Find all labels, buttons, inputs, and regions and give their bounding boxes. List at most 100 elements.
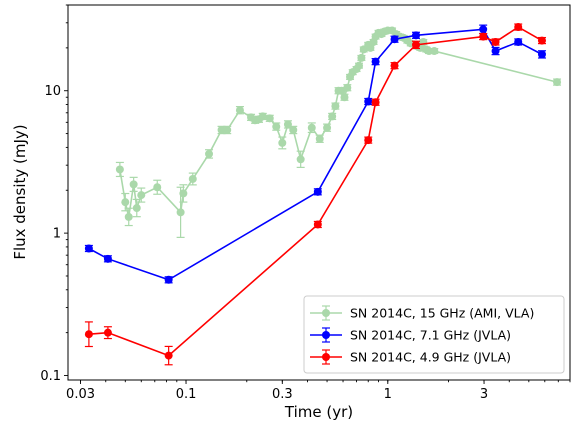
- series-1: [115, 26, 562, 238]
- data-point: [430, 47, 439, 56]
- data-point: [258, 112, 267, 121]
- data-point: [313, 187, 322, 196]
- data-point: [343, 83, 352, 92]
- data-point: [352, 65, 361, 74]
- data-point: [390, 35, 399, 44]
- data-point: [369, 37, 378, 46]
- data-point: [164, 275, 173, 284]
- data-point: [348, 68, 357, 77]
- data-point: [124, 212, 133, 221]
- data-point: [371, 98, 380, 107]
- data-point: [331, 102, 340, 111]
- legend-dot: [322, 331, 330, 339]
- data-point: [537, 50, 546, 59]
- data-point: [514, 23, 523, 32]
- data-point: [315, 134, 324, 143]
- data-point: [121, 198, 130, 207]
- data-point: [251, 116, 260, 125]
- data-point: [205, 149, 214, 158]
- data-point: [283, 120, 292, 129]
- data-point: [364, 97, 373, 106]
- data-point: [412, 40, 421, 49]
- data-point: [383, 26, 392, 35]
- data-point: [366, 43, 375, 52]
- data-point: [371, 57, 380, 66]
- data-point: [223, 125, 232, 134]
- data-point: [176, 208, 185, 217]
- data-point: [422, 45, 431, 54]
- data-point: [340, 93, 349, 102]
- data-point: [103, 254, 112, 263]
- data-point: [179, 189, 188, 198]
- data-point: [403, 36, 412, 45]
- data-point: [235, 106, 244, 115]
- data-point: [84, 244, 93, 253]
- plot-area: [84, 23, 562, 366]
- data-point: [371, 32, 380, 41]
- data-point: [188, 174, 197, 183]
- data-point: [359, 45, 368, 54]
- data-point: [323, 123, 332, 132]
- data-point: [479, 32, 488, 41]
- legend-dot: [322, 353, 330, 361]
- data-point: [84, 330, 93, 339]
- legend-marker: [310, 327, 342, 343]
- legend-marker: [310, 305, 342, 321]
- x-tick-label: 0.1: [176, 387, 197, 402]
- data-point: [129, 180, 138, 189]
- data-point: [103, 328, 112, 337]
- x-axis: 0.03 0.1 0.3 1 3: [66, 380, 571, 402]
- data-point: [355, 61, 364, 70]
- data-point: [424, 47, 433, 56]
- data-point: [115, 165, 124, 174]
- data-point: [380, 27, 389, 36]
- data-point: [289, 125, 298, 134]
- data-point: [272, 122, 281, 131]
- data-point: [296, 155, 305, 164]
- legend-marker: [310, 349, 342, 365]
- legend-label: SN 2014C, 15 GHz (AMI, VLA): [350, 306, 534, 321]
- series-2: [84, 24, 546, 284]
- data-point: [247, 113, 256, 122]
- data-point: [390, 61, 399, 70]
- legend-label: SN 2014C, 4.9 GHz (JVLA): [350, 350, 511, 365]
- data-point: [132, 204, 141, 213]
- y-axis: 0.1 1 10: [40, 4, 68, 384]
- x-tick-label: 1: [384, 387, 392, 402]
- data-point: [357, 53, 366, 62]
- data-point: [537, 36, 546, 45]
- y-axis-title: Flux density (mJy): [11, 124, 29, 259]
- x-tick-label: 3: [480, 387, 488, 402]
- data-point: [328, 112, 337, 121]
- x-tick-label: 0.3: [272, 387, 293, 402]
- data-point: [514, 37, 523, 46]
- legend-dot: [322, 309, 330, 317]
- data-point: [217, 125, 226, 134]
- axes-frame: [67, 4, 571, 381]
- data-point: [307, 123, 316, 132]
- legend: SN 2014C, 15 GHz (AMI, VLA) SN 2014C, 7.1…: [303, 295, 565, 374]
- data-point: [164, 351, 173, 360]
- series-3: [84, 23, 546, 366]
- data-point: [265, 114, 274, 123]
- legend-label: SN 2014C, 7.1 GHz (JVLA): [350, 328, 511, 343]
- data-point: [374, 28, 383, 37]
- data-point: [364, 136, 373, 145]
- x-axis-title: Time (yr): [284, 403, 353, 421]
- data-point: [313, 220, 322, 229]
- data-point: [334, 86, 343, 95]
- data-point: [491, 47, 500, 56]
- series-line: [88, 28, 543, 281]
- series-line: [119, 29, 558, 218]
- x-tick-label: 0.03: [66, 387, 95, 402]
- data-point: [137, 191, 146, 200]
- legend-frame: [303, 295, 565, 374]
- data-point: [337, 86, 346, 95]
- data-point: [491, 37, 500, 46]
- data-point: [377, 30, 386, 39]
- y-tick-label: 0.1: [40, 369, 61, 384]
- data-point: [388, 26, 397, 35]
- data-point: [255, 115, 264, 124]
